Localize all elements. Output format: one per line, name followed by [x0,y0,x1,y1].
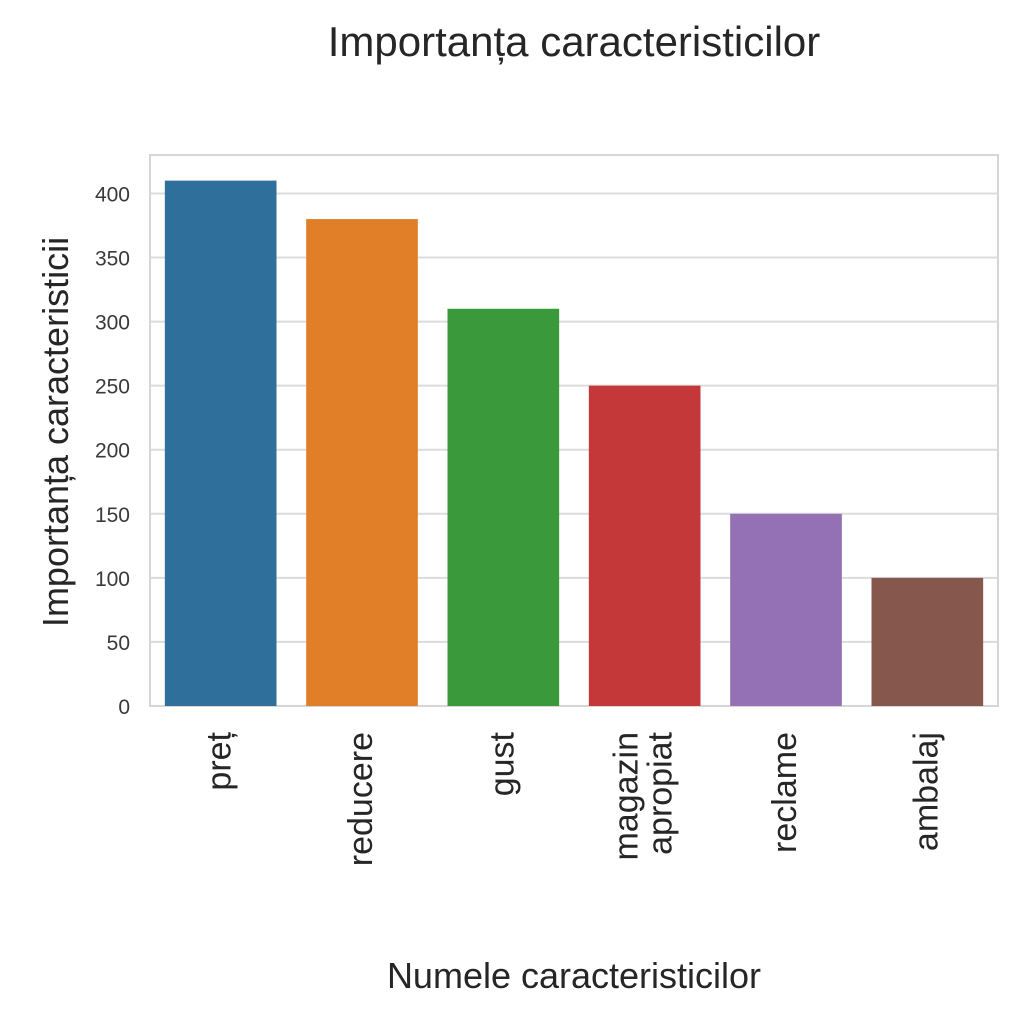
y-tick-label: 400 [95,183,130,206]
bar [730,513,842,706]
bars [164,180,984,706]
x-tick-label-line: magazin [608,732,646,861]
x-tick-label: gust [483,731,521,796]
x-tick-label-line: apropiat [642,731,680,854]
x-tick-label: ambalaj [907,732,945,851]
x-tick-label-line: gust [483,731,521,796]
bar [306,219,418,706]
x-tick-label: preț [201,731,239,790]
y-tick-label: 150 [95,504,130,527]
bar [447,308,560,706]
bar [164,180,277,706]
bar [588,385,701,706]
y-tick-label: 300 [95,312,130,335]
x-axis-label: Numele caracteristicilor [387,955,761,996]
y-axis-ticks: 0 50 100 150 200 250 300 350 400 [95,183,130,719]
x-tick-label-line: preț [201,731,239,790]
y-axis-label: Importanța caracteristicii [35,237,76,627]
y-tick-label: 200 [95,440,130,463]
x-tick-label: magazinapropiat [608,731,680,860]
y-tick-label: 50 [107,632,130,655]
y-tick-label: 0 [118,696,130,719]
y-tick-label: 350 [95,248,130,271]
x-tick-label-line: reclame [766,732,804,853]
x-tick-label: reclame [766,732,804,853]
x-tick-label: reducere [342,732,380,866]
x-axis-ticks: preț reducere gust magazinapropiat reclame am… [201,731,946,866]
x-tick-label-line: reducere [342,732,380,866]
x-tick-label-line: ambalaj [907,732,945,851]
plot-area [149,154,999,707]
y-tick-label: 100 [95,568,130,591]
plot-frame [149,154,999,707]
chart-title: Importanța caracteristicilor [328,18,821,65]
grid-lines [150,192,998,643]
y-tick-label: 250 [95,376,130,399]
bar [871,577,984,706]
